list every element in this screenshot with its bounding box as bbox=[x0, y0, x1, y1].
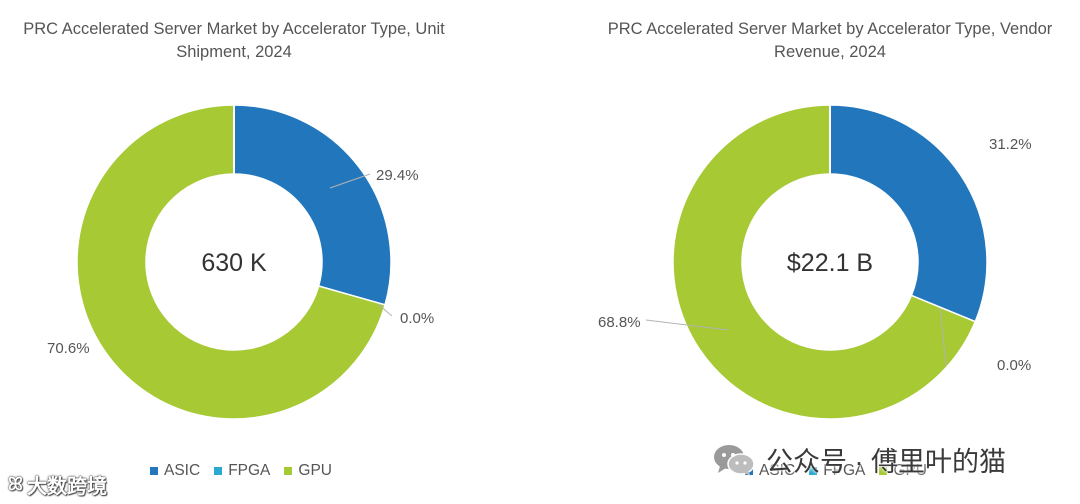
legend-item-gpu: GPU bbox=[879, 462, 927, 480]
wechat-icon bbox=[714, 444, 755, 476]
watermark-bottom-right: 公众号 · 傅里叶的猫 bbox=[712, 440, 1006, 479]
data-label-fpga-vendor-revenue: 0.0% bbox=[997, 357, 1031, 374]
center-label-vendor-revenue: $22.1 B bbox=[787, 249, 873, 277]
slice-asic-vendor-revenue bbox=[829, 104, 988, 323]
legend-swatch-fpga bbox=[214, 467, 223, 475]
data-label-asic-unit-shipment: 29.4% bbox=[376, 167, 419, 184]
legend-label-gpu: GPU bbox=[893, 462, 927, 479]
legend-swatch-gpu bbox=[879, 467, 888, 475]
data-label-gpu-vendor-revenue: 68.8% bbox=[598, 314, 641, 331]
legend-swatch-fpga bbox=[809, 467, 818, 475]
chart-title-vendor-revenue: PRC Accelerated Server Market by Acceler… bbox=[607, 20, 1053, 61]
leader-line-fpga-unit-shipment bbox=[377, 303, 393, 317]
slice-asic-unit-shipment bbox=[233, 104, 392, 306]
legend-label-asic: ASIC bbox=[759, 462, 796, 479]
leader-line-gpu-vendor-revenue bbox=[645, 319, 729, 331]
data-label-fpga-unit-shipment: 0.0% bbox=[400, 310, 434, 327]
leader-line-asic-unit-shipment bbox=[329, 173, 371, 189]
donut-unit-shipment: 29.4% 0.0% 70.6% 630 K bbox=[47, 104, 434, 420]
leader-line-fpga-vendor-revenue bbox=[939, 307, 947, 367]
watermark-logo-icon: ꕤ bbox=[8, 474, 23, 494]
legend-label-asic: ASIC bbox=[164, 462, 201, 479]
chart-title-unit-shipment: PRC Accelerated Server Market by Acceler… bbox=[23, 20, 445, 61]
legend-label-gpu: GPU bbox=[298, 462, 332, 479]
slice-gpu-vendor-revenue bbox=[672, 104, 977, 420]
legend-unit-shipment: ASIC FPGA GPU bbox=[150, 462, 346, 480]
legend-swatch-asic bbox=[150, 467, 158, 475]
legend-item-fpga: FPGA bbox=[214, 462, 270, 480]
legend-item-gpu: GPU bbox=[284, 462, 332, 480]
data-label-asic-vendor-revenue: 31.2% bbox=[989, 136, 1032, 153]
legend-vendor-revenue: ASIC FPGA GPU bbox=[745, 462, 941, 480]
watermark-text-left: 大数跨境 bbox=[26, 476, 107, 498]
watermark-text-right: 公众号 · 傅里叶的猫 bbox=[766, 447, 1006, 477]
legend-item-asic: ASIC bbox=[150, 462, 200, 480]
legend-label-fpga: FPGA bbox=[823, 462, 866, 479]
legend-label-fpga: FPGA bbox=[228, 462, 271, 479]
legend-swatch-gpu bbox=[284, 467, 293, 475]
data-label-gpu-unit-shipment: 70.6% bbox=[47, 340, 90, 357]
slice-gpu-unit-shipment bbox=[76, 104, 386, 420]
donut-vendor-revenue: 31.2% 0.0% 68.8% $22.1 B bbox=[598, 104, 1032, 420]
watermark-bottom-left: ꕤ 大数跨境 bbox=[8, 470, 107, 499]
center-label-unit-shipment: 630 K bbox=[201, 249, 267, 277]
legend-item-fpga: FPGA bbox=[809, 462, 865, 480]
